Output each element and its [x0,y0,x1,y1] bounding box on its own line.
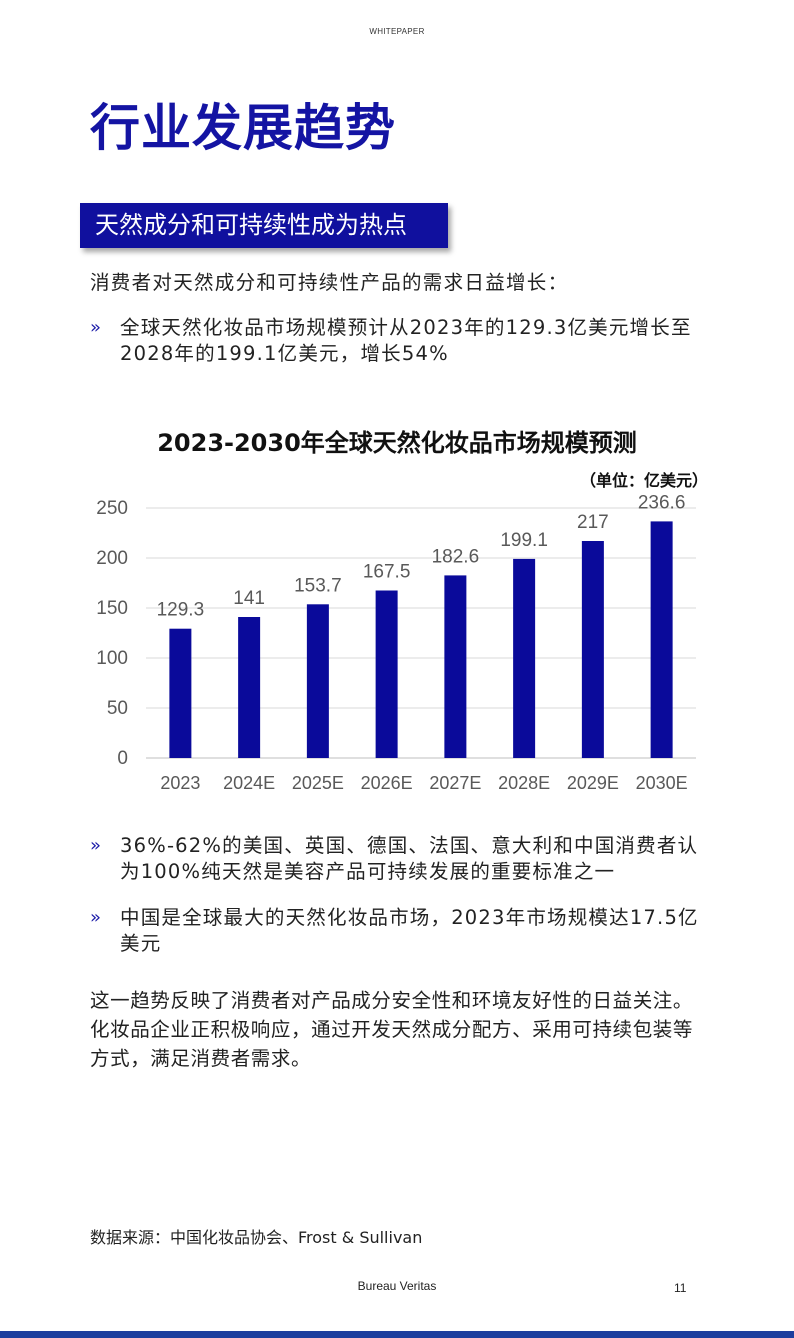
page-number: 11 [674,1281,687,1295]
data-label: 129.3 [157,600,205,621]
chart-gridlines [146,507,696,759]
bullet-text: 全球天然化妆品市场规模预计从2023年的129.3亿美元增长至2028年的199… [120,316,692,365]
data-label: 182.6 [432,546,480,567]
y-tick-label: 250 [96,498,128,519]
y-tick-label: 0 [117,748,128,769]
footer-bar [0,1331,794,1338]
x-tick-label: 2029E [567,773,619,793]
x-tick-label: 2026E [361,773,413,793]
bar [444,575,467,758]
header-tag: WHITEPAPER [369,27,425,36]
x-tick-label: 2030E [636,773,688,793]
footer-brand: Bureau Veritas [357,1279,437,1293]
bar [306,604,329,758]
chart-title: 2023-2030年全球天然化妆品市场规模预测 [157,429,637,457]
y-tick-label: 100 [96,648,128,669]
data-label: 217 [577,512,609,533]
bar [375,590,398,758]
section-title: 天然成分和可持续性成为热点 [95,211,407,239]
data-label: 167.5 [363,562,411,583]
y-tick-label: 150 [96,598,128,619]
y-tick-label: 200 [96,548,128,569]
bullet-item: » 全球天然化妆品市场规模预计从2023年的129.3亿美元增长至2028年的1… [90,315,700,367]
bar [581,541,604,758]
bar [169,628,192,758]
data-label: 236.6 [638,492,686,513]
bullet-mark-icon: » [90,835,103,856]
data-label: 199.1 [500,530,548,551]
bullet-text: 中国是全球最大的天然化妆品市场，2023年市场规模达17.5亿美元 [120,906,699,955]
intro-text: 消费者对天然成分和可持续性产品的需求日益增长： [90,271,569,294]
x-tick-label: 2025E [292,773,344,793]
data-label: 153.7 [294,575,342,596]
section-title-box: 天然成分和可持续性成为热点 [80,203,448,248]
y-tick-label: 50 [107,698,128,719]
bullet-item: » 36%-62%的美国、英国、德国、法国、意大利和中国消费者认为100%纯天然… [90,833,700,885]
x-tick-label: 2027E [429,773,481,793]
bullet-text: 36%-62%的美国、英国、德国、法国、意大利和中国消费者认为100%纯天然是美… [120,834,699,883]
page-title: 行业发展趋势 [90,99,396,157]
y-axis-ticks: 0 50 100 150 200 250 [96,498,128,769]
bar [513,558,536,758]
chart-bars [169,521,673,758]
bar [650,521,673,758]
bullet-item: » 中国是全球最大的天然化妆品市场，2023年市场规模达17.5亿美元 [90,905,700,957]
x-tick-label: 2023 [160,773,200,793]
data-label: 141 [233,588,265,609]
source-note: 数据来源：中国化妆品协会、Frost & Sullivan [90,1228,423,1247]
x-tick-label: 2024E [223,773,275,793]
bullet-mark-icon: » [90,907,103,928]
x-tick-label: 2028E [498,773,550,793]
value-labels: 129.3 141 153.7 167.5 182.6 199.1 217 236.6 [157,492,686,620]
x-axis-ticks: 2023 2024E 2025E 2026E 2027E 2028E 2029E 2030E [160,773,687,793]
bar [238,617,261,758]
bullet-mark-icon: » [90,317,103,338]
closing-paragraph: 这一趋势反映了消费者对产品成分安全性和环境友好性的日益关注。化妆品企业正积极响应… [90,989,694,1070]
chart-unit-label: （单位：亿美元） [579,471,708,490]
